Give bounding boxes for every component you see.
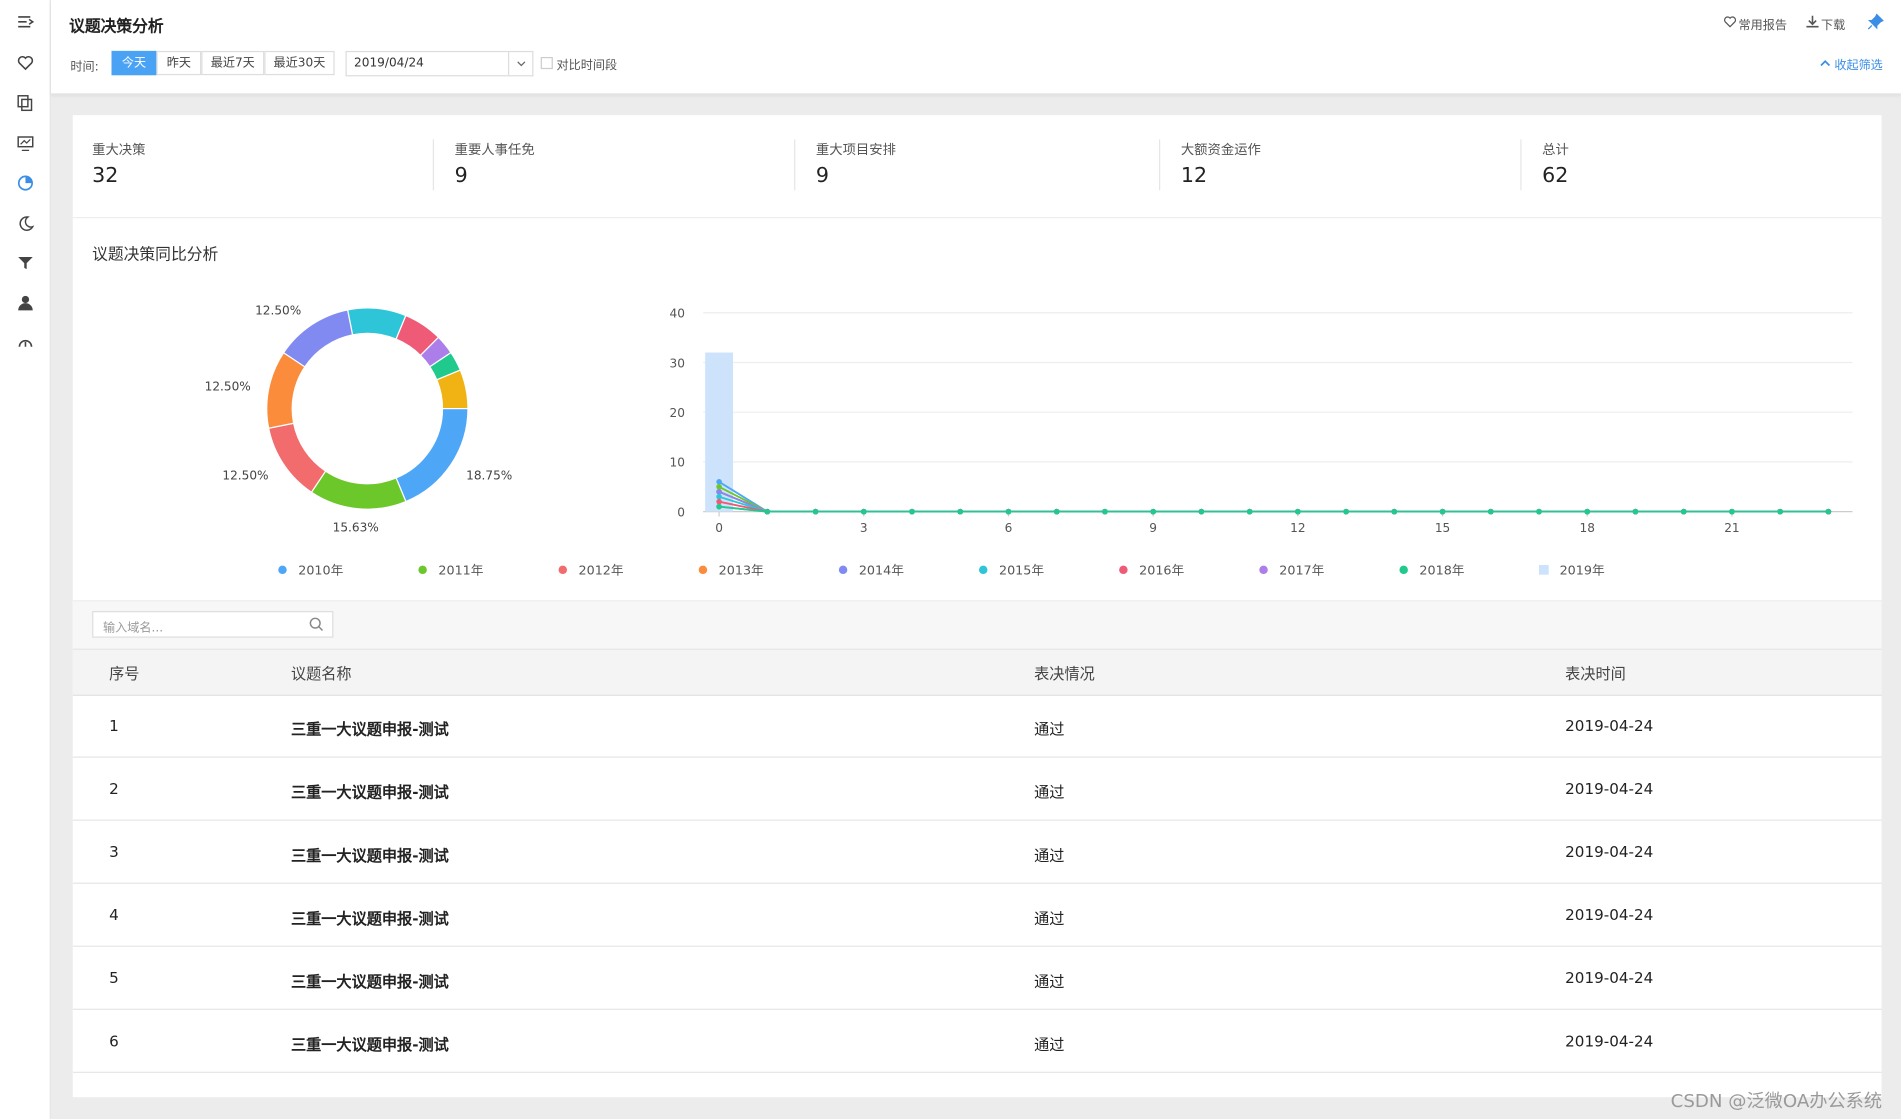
favorite-icon[interactable] <box>16 53 35 72</box>
table-row <box>72 821 1882 884</box>
table-cell: 2019-04-24 <box>1565 842 1654 861</box>
content-panel: 重大决策 32 重要人事任免 9 重大项目安排 9 大额资金运作 12 总计 62 议题决策同比分… <box>72 115 1882 1098</box>
stat-label: 重大项目安排 <box>815 141 896 158</box>
search-placeholder: 输入域名... <box>103 621 164 636</box>
pin-icon[interactable] <box>1867 13 1884 30</box>
stat-value: 9 <box>815 163 830 188</box>
table: 序号 议题名称 表决情况 表决时间 1 三重一大议题申报-测试 通过 2019-04-24 2 三… <box>72 648 1882 1098</box>
date-input[interactable]: 2019/04/24 <box>345 50 534 77</box>
table-cell: 三重一大议题申报-测试 <box>290 783 449 802</box>
stat-divider <box>794 139 796 191</box>
table-row <box>72 758 1882 821</box>
table-cell: 通过 <box>1034 909 1065 928</box>
collapse-filter[interactable]: 收起筛选 <box>1834 59 1883 73</box>
collapse-icon <box>1820 60 1831 67</box>
table-cell: 通过 <box>1034 783 1065 802</box>
download[interactable]: 下载 <box>1820 19 1846 33</box>
page-title: 议题决策分析 <box>69 18 164 37</box>
date-value: 2019/04/24 <box>354 56 424 71</box>
table-cell: 通过 <box>1034 972 1065 991</box>
menu-icon[interactable] <box>16 12 35 31</box>
stat-value: 12 <box>1180 163 1208 188</box>
table-cell: 2019-04-24 <box>1565 968 1654 987</box>
table-cell: 三重一大议题申报-测试 <box>290 846 449 865</box>
table-cell: 2019-04-24 <box>1565 779 1654 798</box>
header: 议题决策分析 常用报告 下载 时间: 2019/04/24 对比时间段 收起筛选… <box>50 0 1901 95</box>
gauge-icon[interactable] <box>16 333 35 352</box>
time-label: 时间: <box>70 60 99 74</box>
table-cell: 通过 <box>1034 846 1065 865</box>
table-cell: 5 <box>109 968 119 987</box>
time-option[interactable]: 今天 <box>111 50 157 76</box>
table-cell: 1 <box>109 716 119 735</box>
stat-divider <box>1520 139 1522 191</box>
table-cell: 三重一大议题申报-测试 <box>290 972 449 991</box>
stat-divider <box>432 139 435 191</box>
watermark: CSDN @泛微OA办公系统 <box>1670 1089 1883 1112</box>
stat-label: 大额资金运作 <box>1180 141 1261 158</box>
table-cell: 2019-04-24 <box>1565 1031 1654 1050</box>
column-header: 序号 <box>109 664 140 683</box>
table-cell: 4 <box>109 905 119 924</box>
table-cell: 3 <box>109 842 119 861</box>
time-option[interactable]: 昨天 <box>156 50 202 76</box>
stat-label: 总计 <box>1542 141 1569 158</box>
table-row <box>72 695 1882 758</box>
table-row <box>72 1010 1882 1073</box>
table-cell: 三重一大议题申报-测试 <box>290 909 449 928</box>
table-row <box>72 884 1882 947</box>
stat-value: 62 <box>1542 163 1569 188</box>
table-cell: 通过 <box>1034 1035 1065 1054</box>
separator <box>507 52 510 76</box>
moon-icon[interactable] <box>16 213 35 232</box>
stat-label: 重大决策 <box>92 141 146 158</box>
table-cell: 6 <box>109 1031 119 1050</box>
search-bar: 输入域名... <box>72 600 1882 650</box>
section-title: 议题决策同比分析 <box>92 246 219 265</box>
stat-value: 32 <box>92 163 119 188</box>
column-header: 议题名称 <box>290 664 352 683</box>
compare-checkbox[interactable] <box>540 56 553 70</box>
stat-label: 重要人事任免 <box>454 141 535 158</box>
stat-value: 9 <box>454 163 468 188</box>
compare-label: 对比时间段 <box>556 59 618 73</box>
table-cell: 通过 <box>1034 720 1065 739</box>
download-icon <box>1806 15 1819 28</box>
search-icon <box>309 617 324 631</box>
copy-icon[interactable] <box>16 93 35 112</box>
common-report[interactable]: 常用报告 <box>1738 19 1788 33</box>
table-cell: 三重一大议题申报-测试 <box>290 720 449 739</box>
monitor-icon[interactable] <box>16 133 35 152</box>
stat-divider <box>1159 139 1161 191</box>
table-cell: 2019-04-24 <box>1565 716 1654 735</box>
separator <box>72 217 1882 219</box>
table-header <box>72 648 1882 696</box>
filter-icon[interactable] <box>16 253 35 272</box>
search-input[interactable]: 输入域名... <box>92 611 334 638</box>
table-row <box>72 947 1882 1010</box>
dropdown-icon <box>517 61 526 67</box>
pie-icon[interactable] <box>16 173 35 192</box>
time-option[interactable]: 最近30天 <box>264 50 335 76</box>
heart-icon <box>1724 16 1737 28</box>
sidebar <box>0 0 51 1119</box>
table-cell: 2 <box>109 779 119 798</box>
table-cell: 2019-04-24 <box>1565 905 1654 924</box>
user-icon[interactable] <box>16 293 35 312</box>
column-header: 表决情况 <box>1034 664 1095 683</box>
column-header: 表决时间 <box>1565 664 1626 683</box>
time-option[interactable]: 最近7天 <box>201 50 265 76</box>
table-cell: 三重一大议题申报-测试 <box>290 1035 449 1054</box>
